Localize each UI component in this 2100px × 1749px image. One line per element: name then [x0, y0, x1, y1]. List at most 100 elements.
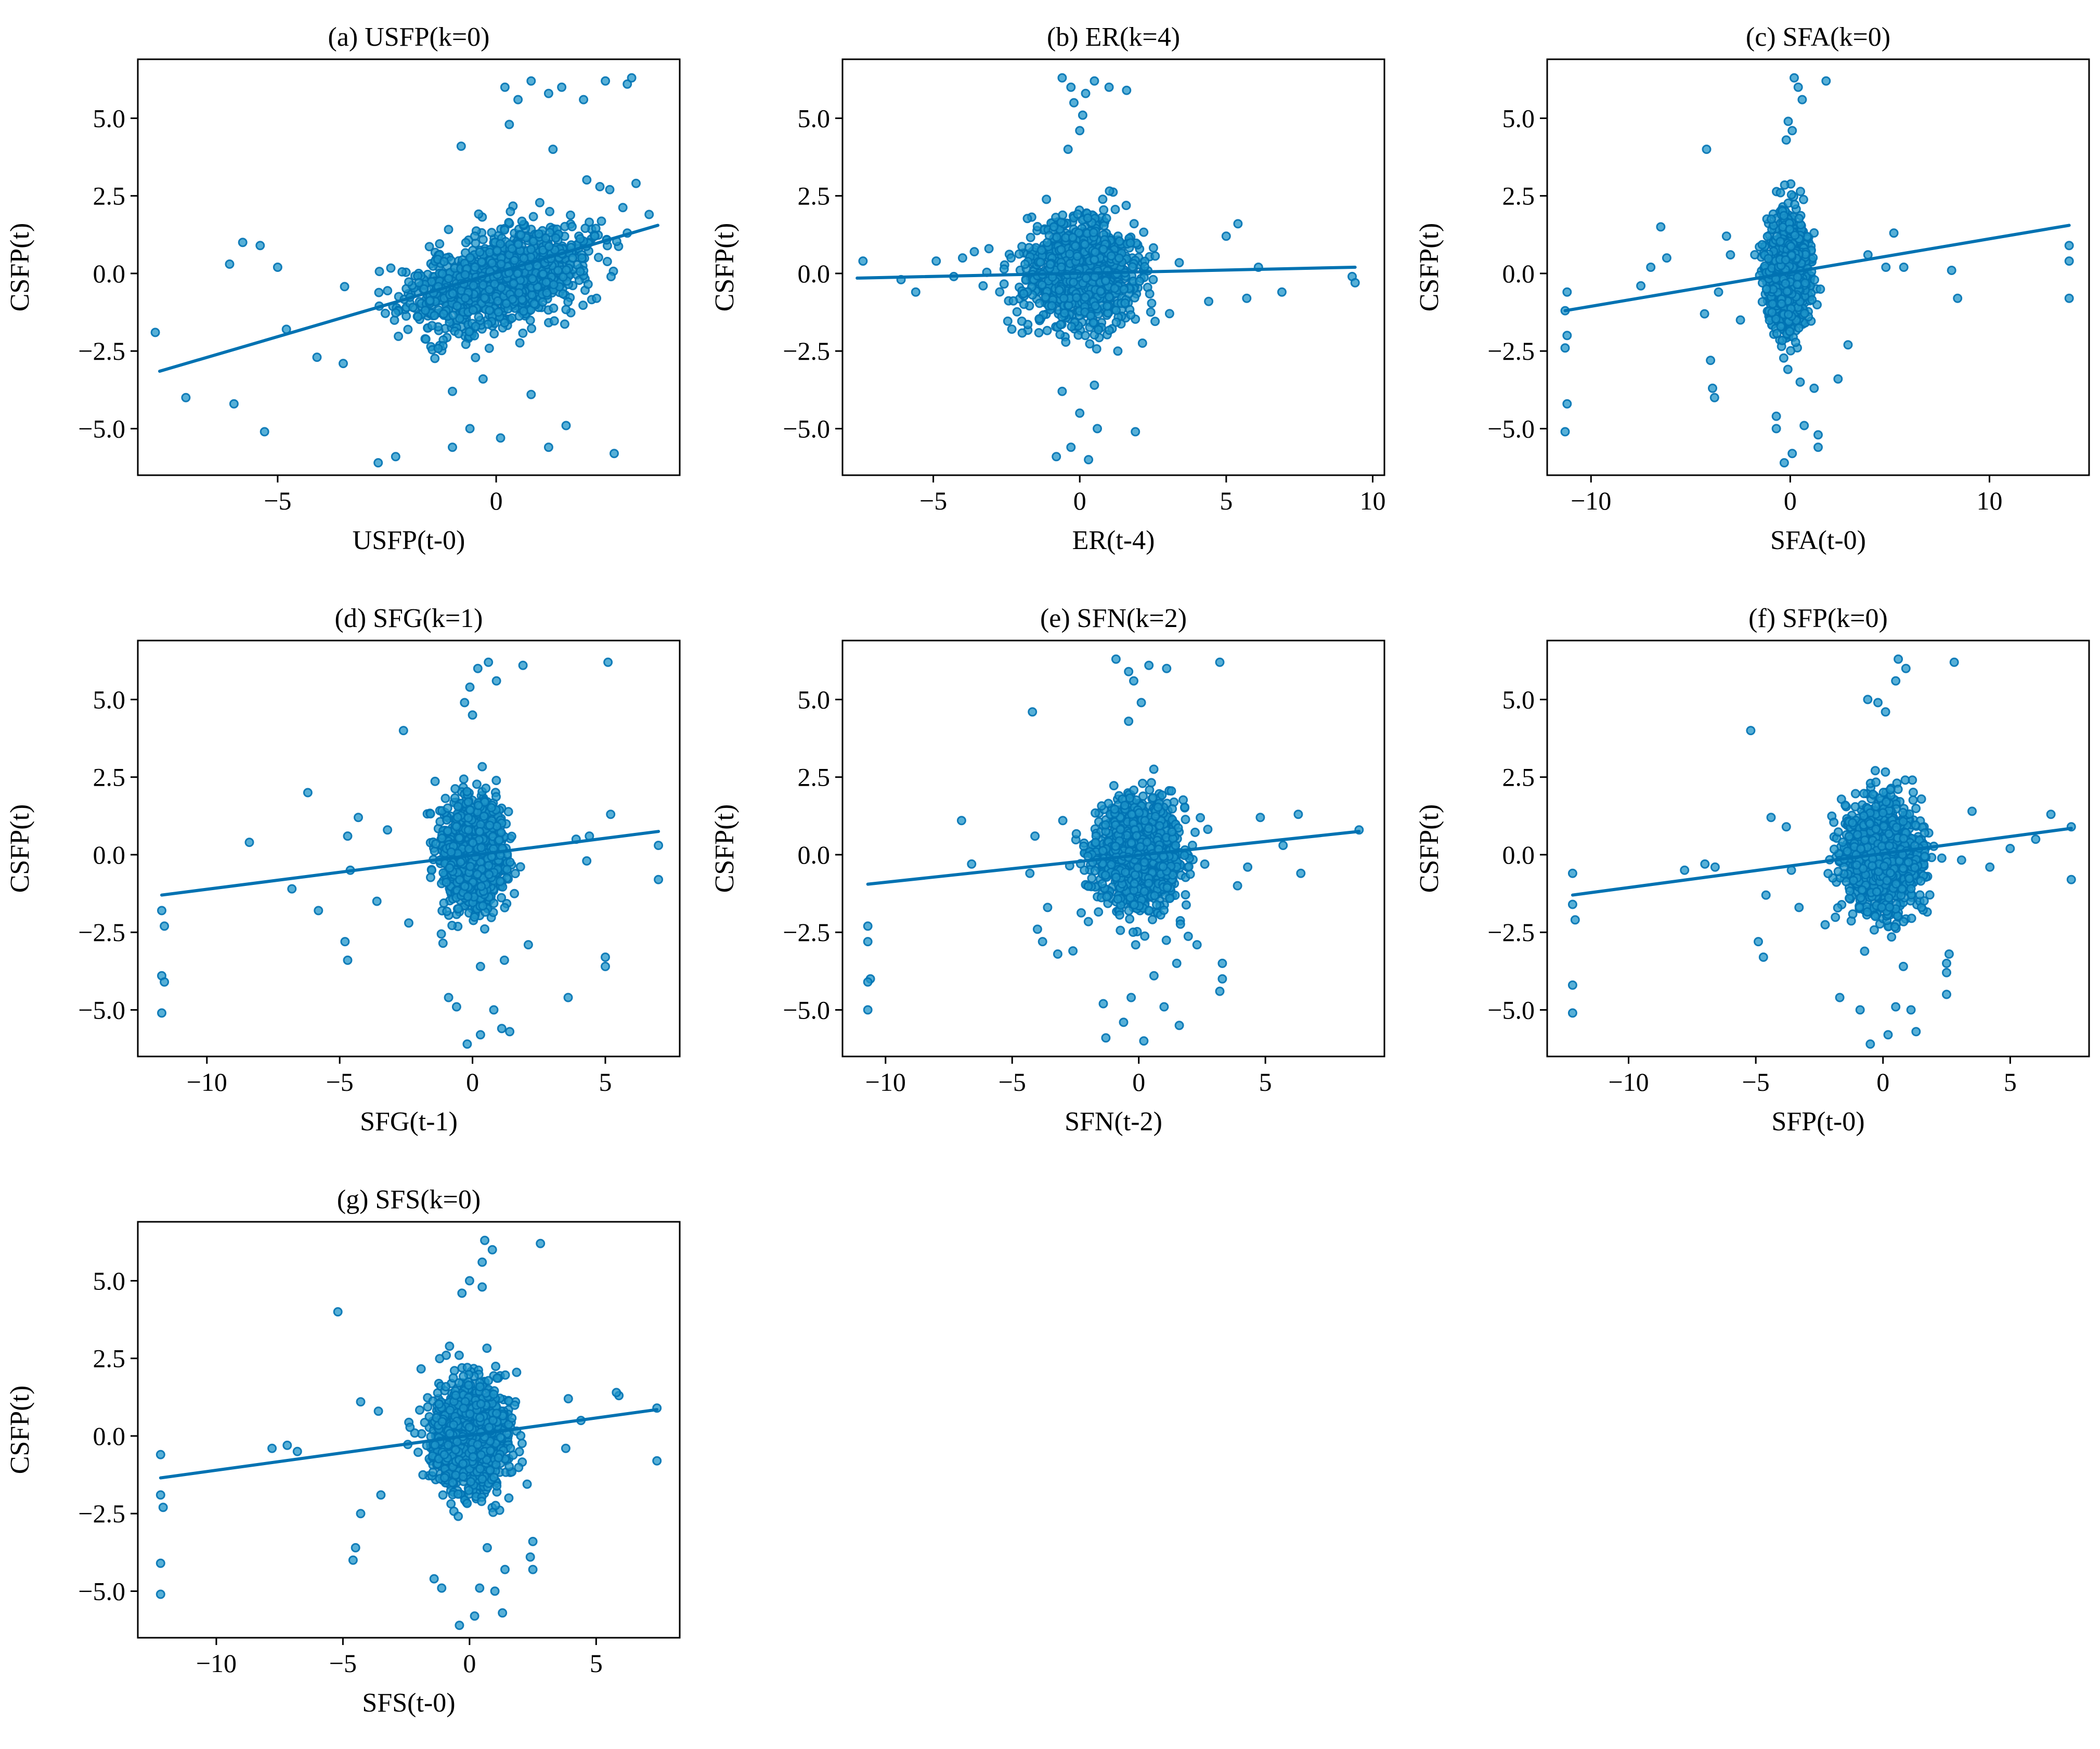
data-point	[1790, 230, 1800, 240]
outlier-point	[1797, 95, 1807, 105]
outlier-point	[1093, 424, 1102, 434]
data-point	[575, 234, 585, 244]
x-tick-label: 0	[490, 486, 503, 515]
outlier-point	[561, 421, 571, 430]
data-point	[403, 324, 413, 334]
regression-line	[158, 224, 659, 373]
data-point	[561, 305, 571, 315]
data-point	[1783, 309, 1793, 319]
data-point	[1088, 228, 1098, 238]
data-point	[489, 898, 499, 908]
data-point	[1776, 322, 1786, 331]
scatter-panel-c: (c) SFA(k=0)−10 0 10−5.0−2.50.02.55.0SFA(t…	[1415, 22, 2090, 555]
data-point	[496, 259, 506, 269]
data-point	[593, 253, 603, 263]
data-point	[515, 862, 525, 872]
data-point	[475, 247, 485, 257]
outlier-point	[1242, 293, 1252, 303]
outlier-point	[1714, 287, 1723, 297]
outlier-point	[456, 141, 466, 151]
data-point	[374, 267, 384, 277]
data-point	[1090, 255, 1099, 265]
data-point	[1111, 317, 1121, 327]
data-point	[582, 175, 592, 185]
outlier-point	[1843, 340, 1853, 350]
data-point	[1012, 307, 1022, 317]
data-point	[1125, 238, 1135, 248]
data-point	[471, 321, 481, 331]
data-point	[408, 303, 418, 312]
data-point	[420, 306, 430, 315]
data-point	[461, 238, 471, 247]
data-point	[551, 233, 561, 243]
data-point	[1787, 251, 1796, 260]
outlier-point	[1833, 374, 1843, 384]
x-tick-label: 0	[1784, 486, 1797, 515]
data-point	[1094, 325, 1103, 335]
data-point	[459, 774, 469, 784]
data-point	[1779, 211, 1789, 220]
x-tick-label: −5	[919, 486, 947, 515]
outlier-point	[1562, 399, 1572, 409]
data-point	[474, 312, 484, 322]
data-point	[1110, 204, 1120, 214]
data-point	[1024, 243, 1034, 253]
data-point	[1121, 201, 1131, 211]
data-point	[1786, 346, 1796, 356]
data-point	[1129, 219, 1139, 229]
outlier-point	[526, 76, 536, 86]
data-point	[447, 921, 457, 930]
data-point	[1080, 331, 1090, 341]
outlier-point	[1204, 296, 1214, 306]
panel-title: (d) SFG(k=1)	[335, 604, 483, 633]
data-point	[490, 279, 500, 289]
data-point	[1139, 227, 1149, 237]
outlier-point	[526, 389, 536, 399]
scatter-panel-a: (a) USFP(k=0)−5 0−5.0−2.50.02.55.0USFP(t-…	[5, 22, 681, 555]
outlier-point	[339, 359, 348, 369]
data-point	[507, 831, 516, 841]
data-point	[999, 264, 1009, 274]
outlier-point	[931, 256, 941, 266]
data-point	[541, 233, 551, 243]
data-point	[1099, 205, 1109, 215]
data-point	[1127, 262, 1137, 272]
y-tick-label: −5.0	[1487, 414, 1535, 443]
data-point	[404, 277, 414, 287]
data-point	[1781, 279, 1791, 289]
data-point	[1778, 335, 1787, 345]
scatter-panel-d: (d) SFG(k=1)−10 −5 0 5−5.0−2.50.02.55.0SFG(…	[5, 604, 681, 1137]
y-tick-label: −5.0	[78, 414, 125, 443]
data-point	[515, 338, 525, 348]
data-point	[471, 353, 481, 362]
outlier-point	[957, 253, 967, 263]
panel-title: (b) ER(k=4)	[1047, 22, 1180, 52]
y-tick-label: −2.5	[1487, 336, 1535, 366]
data-point	[528, 236, 538, 246]
data-point	[1003, 316, 1013, 326]
outlier-point	[1075, 126, 1085, 136]
data-point	[469, 281, 478, 291]
outlier-point	[1771, 411, 1781, 421]
data-point	[1137, 338, 1147, 348]
outlier-point	[229, 399, 239, 409]
data-point	[1068, 232, 1078, 242]
data-point	[1017, 328, 1027, 338]
data-point	[509, 279, 518, 289]
outlier-point	[1075, 408, 1085, 418]
data-point	[1035, 257, 1045, 267]
data-point	[425, 809, 435, 819]
data-point	[491, 792, 501, 802]
data-point	[1071, 293, 1081, 303]
data-point	[340, 282, 349, 292]
data-point	[1146, 307, 1156, 317]
outlier-point	[1947, 266, 1956, 275]
outlier-point	[1783, 116, 1793, 126]
data-point	[501, 298, 511, 308]
data-point	[500, 318, 510, 328]
x-axis-label: SFA(t-0)	[1770, 526, 1866, 555]
outlier-point	[1636, 281, 1646, 291]
outlier-point	[1706, 356, 1716, 366]
data-point	[430, 310, 439, 320]
data-point	[1779, 353, 1788, 363]
